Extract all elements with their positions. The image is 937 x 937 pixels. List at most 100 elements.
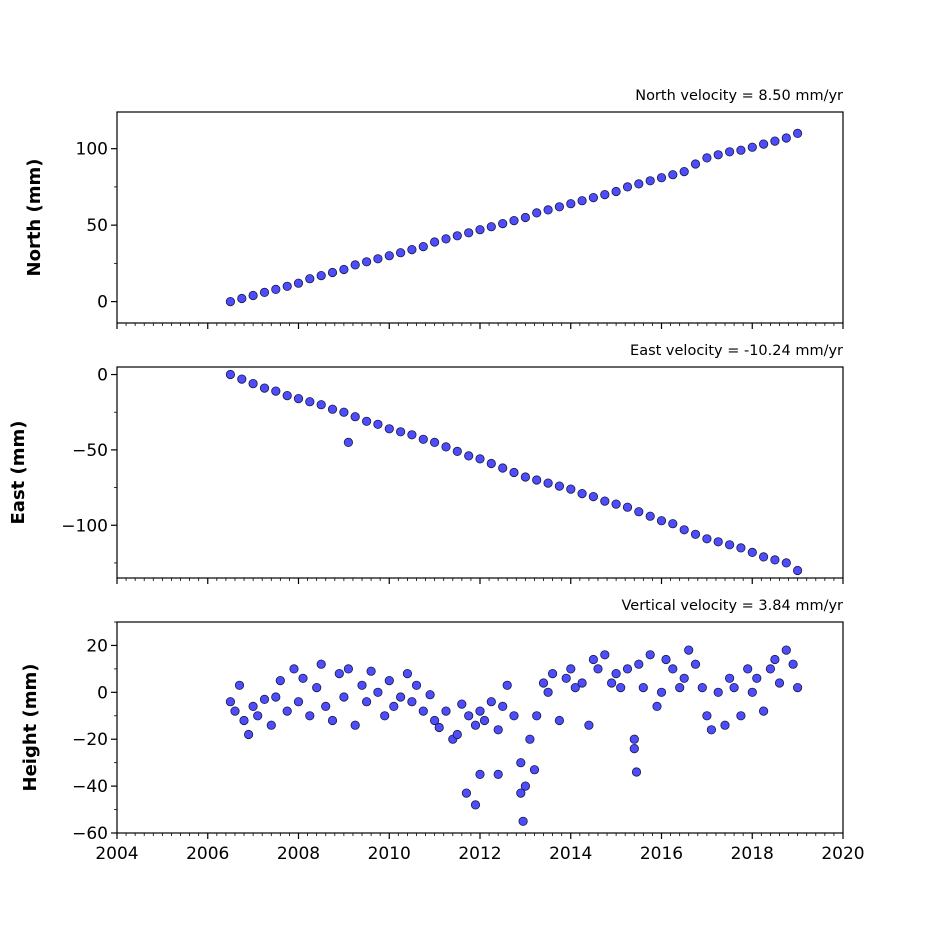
height-point xyxy=(361,697,372,707)
height-point xyxy=(266,720,276,730)
north-point xyxy=(702,153,712,163)
north-point xyxy=(679,167,689,177)
height-point xyxy=(675,682,685,693)
north-point xyxy=(282,281,292,291)
east-point xyxy=(520,472,531,482)
height-velocity-title: Vertical velocity = 3.84 mm/yr xyxy=(622,598,844,614)
north-point xyxy=(532,208,542,218)
height-point xyxy=(493,769,503,780)
north-point xyxy=(781,133,791,143)
height-point xyxy=(225,697,235,707)
height-point xyxy=(461,788,471,798)
north-point xyxy=(634,179,644,189)
east-point xyxy=(554,481,565,491)
height-point xyxy=(253,711,263,721)
north-x-ticks xyxy=(116,323,844,329)
north-point xyxy=(464,228,474,238)
height-point xyxy=(770,654,780,665)
height-point xyxy=(457,699,467,709)
north-y-tick-label: 50 xyxy=(86,216,108,236)
height-point xyxy=(384,675,394,686)
east-point xyxy=(395,427,406,437)
height-point xyxy=(538,678,549,688)
height-point xyxy=(588,654,599,665)
height-y-tick-label: 20 xyxy=(86,636,108,656)
height-point xyxy=(395,692,406,702)
east-point xyxy=(611,499,621,509)
north-velocity-title: North velocity = 8.50 mm/yr xyxy=(635,88,843,104)
east-point xyxy=(532,475,542,485)
height-point xyxy=(502,680,512,690)
east-point xyxy=(577,488,587,499)
height-point xyxy=(616,682,626,693)
height-point xyxy=(532,711,542,721)
east-point xyxy=(237,374,247,384)
east-y-axis-label: East (mm) xyxy=(8,421,29,525)
height-point xyxy=(774,678,785,688)
north-point xyxy=(588,193,599,203)
height-y-tick-label: −40 xyxy=(72,777,108,797)
height-x-ticks xyxy=(116,833,844,839)
height-point xyxy=(606,678,617,688)
north-point xyxy=(441,234,451,244)
north-point xyxy=(316,270,326,281)
height-point xyxy=(464,711,474,721)
north-point xyxy=(520,212,531,223)
east-point xyxy=(259,383,270,393)
height-point xyxy=(518,816,528,826)
north-point xyxy=(543,205,553,215)
height-point xyxy=(566,664,576,674)
north-point xyxy=(248,290,258,301)
height-point xyxy=(248,701,258,712)
east-point xyxy=(690,529,701,539)
height-point xyxy=(298,673,308,683)
north-point xyxy=(327,267,338,278)
height-point xyxy=(452,729,462,740)
east-point xyxy=(429,437,440,447)
north-point xyxy=(690,159,701,169)
east-point xyxy=(702,534,712,544)
north-point xyxy=(566,199,576,209)
height-point xyxy=(752,673,762,683)
height-point xyxy=(418,706,428,716)
north-point xyxy=(373,254,383,264)
east-point xyxy=(327,404,338,414)
height-point xyxy=(373,687,383,697)
height-point xyxy=(293,697,304,707)
east-point xyxy=(622,502,633,512)
height-point xyxy=(758,706,769,716)
north-point xyxy=(554,202,565,212)
east-point xyxy=(656,516,667,526)
north-point xyxy=(600,190,610,200)
height-point xyxy=(334,668,344,679)
north-point xyxy=(418,242,428,252)
height-point xyxy=(429,715,440,726)
east-point xyxy=(441,442,451,452)
height-x-tick-label: 2018 xyxy=(731,844,774,864)
north-point xyxy=(498,219,508,229)
height-point xyxy=(781,645,791,655)
east-point xyxy=(509,467,519,478)
height-point xyxy=(411,680,422,690)
height-y-tick-label: −20 xyxy=(72,730,108,750)
north-point xyxy=(225,296,235,307)
north-point xyxy=(475,225,485,235)
height-point xyxy=(516,788,526,798)
east-point xyxy=(316,400,326,410)
height-point xyxy=(509,711,519,721)
height-point xyxy=(743,664,753,674)
east-point xyxy=(543,478,553,488)
east-point xyxy=(452,446,462,456)
height-point xyxy=(282,706,292,716)
north-point xyxy=(668,170,678,180)
east-y-tick-label: −100 xyxy=(61,516,108,536)
north-point xyxy=(259,287,270,297)
north-point xyxy=(384,251,394,261)
height-point xyxy=(593,664,603,674)
height-point xyxy=(652,701,662,712)
north-point xyxy=(361,257,372,267)
height-point xyxy=(792,682,803,693)
north-point xyxy=(452,231,462,241)
height-point xyxy=(441,706,451,716)
